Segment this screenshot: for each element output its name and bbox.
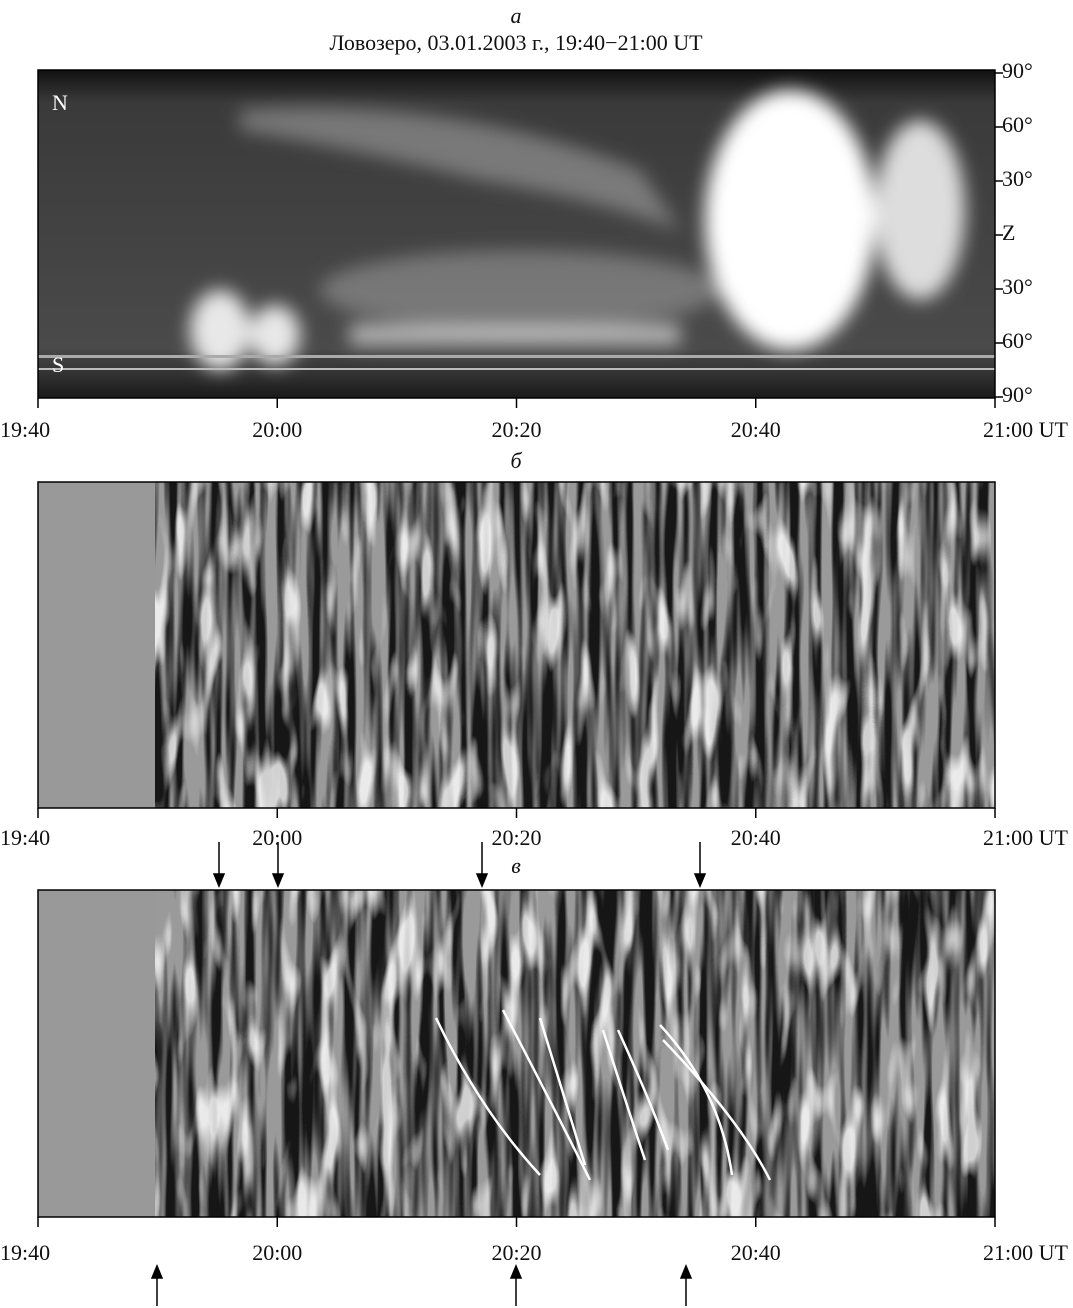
y-tick-label: 90° [1002,382,1033,407]
panel-label: а [511,3,522,28]
x-tick-label: 20:00 [252,1240,302,1265]
x-tick-label: 20:40 [731,1240,781,1265]
keogram-filtered [38,482,995,808]
x-tick-label: 20:40 [731,417,781,442]
panel-label: в [511,853,521,878]
keogram-filtered [38,890,995,1217]
x-tick-label: 20:40 [731,825,781,850]
side-label: S [52,352,64,377]
panel-label: б [510,448,522,473]
x-tick-label: 21:00 UT [983,1240,1069,1265]
x-tick-label: 21:00 UT [983,417,1069,442]
y-tick-label: 60° [1002,112,1033,137]
y-tick-label: 30° [1002,166,1033,191]
keogram [38,70,995,398]
y-tick-label: 60° [1002,328,1033,353]
x-tick-label: 19:40 [0,1240,50,1265]
panel-title: Ловозеро, 03.01.2003 г., 19:40−21:00 UT [329,30,703,55]
x-tick-label: 20:00 [252,825,302,850]
x-tick-label: 21:00 UT [983,825,1069,850]
x-tick-label: 20:00 [252,417,302,442]
x-tick-label: 20:20 [491,825,541,850]
arrows [150,842,707,1306]
x-tick-label: 20:20 [491,417,541,442]
y-tick-label: Z [1002,220,1015,245]
x-tick-label: 19:40 [0,825,50,850]
y-tick-label: 90° [1002,58,1033,83]
x-tick-label: 20:20 [491,1240,541,1265]
side-label: N [52,90,68,115]
y-tick-label: 30° [1002,274,1033,299]
x-tick-label: 19:40 [0,417,50,442]
traced-forms [434,1009,772,1181]
